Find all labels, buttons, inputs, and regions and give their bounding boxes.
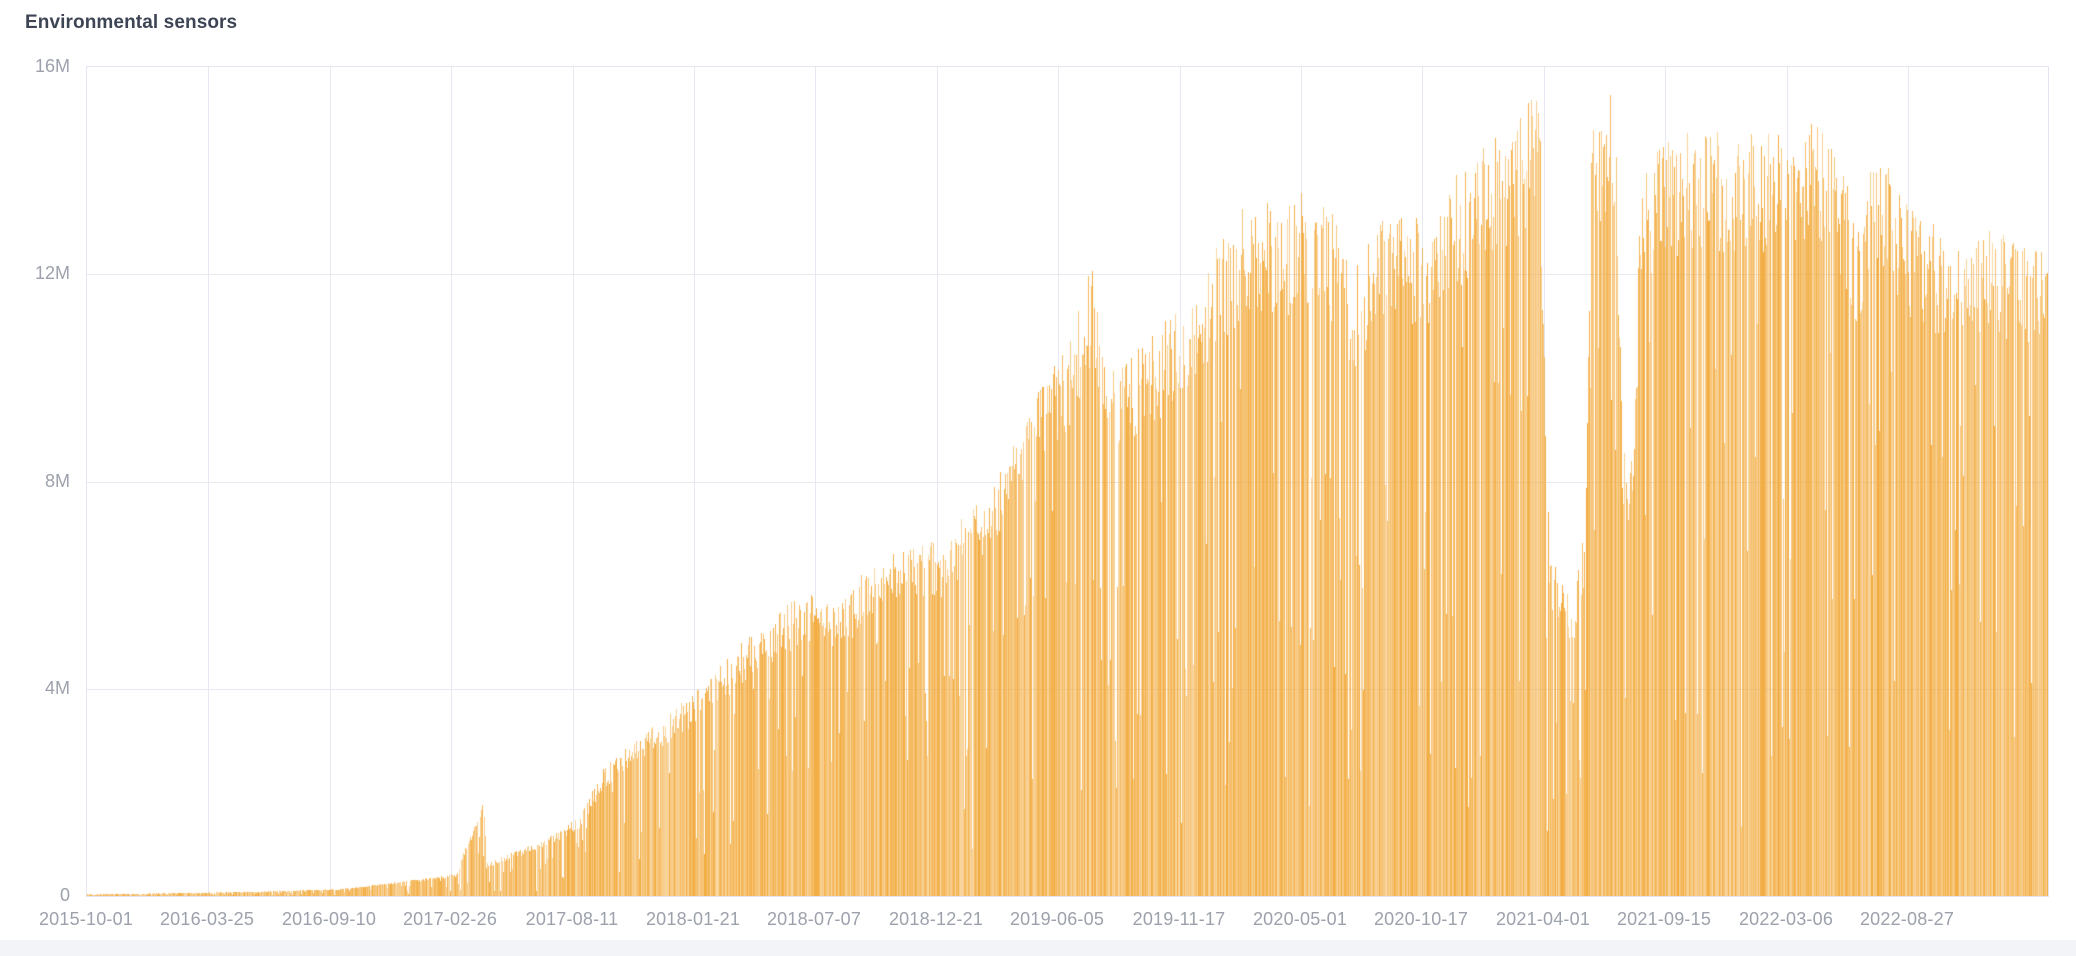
x-tick-label: 2022-03-06 xyxy=(1738,909,1834,929)
x-tick-label: 2017-02-26 xyxy=(402,909,498,929)
x-tick-label: 2017-08-11 xyxy=(525,909,619,929)
y-tick-label: 0 xyxy=(59,885,70,905)
y-tick-label: 16M xyxy=(34,56,70,76)
x-tick-label: 2021-09-15 xyxy=(1616,909,1712,929)
x-tick-label: 2021-04-01 xyxy=(1495,909,1591,929)
y-tick-label: 8M xyxy=(44,471,70,491)
x-tick-label: 2018-07-07 xyxy=(766,909,862,929)
y-tick-label: 4M xyxy=(44,678,70,698)
x-tick-label: 2015-10-01 xyxy=(38,909,134,929)
x-tick-label: 2020-05-01 xyxy=(1252,909,1348,929)
panel-title: Environmental sensors xyxy=(25,12,238,33)
x-tick-label: 2018-01-21 xyxy=(645,909,741,929)
x-tick-label: 2022-08-27 xyxy=(1859,909,1955,929)
x-tick-label: 2018-12-21 xyxy=(888,909,984,929)
panel-bottom-strip xyxy=(0,940,2076,956)
x-tick-label: 2016-03-25 xyxy=(159,909,255,929)
x-tick-label: 2016-09-10 xyxy=(281,909,377,929)
bar-series-canvas xyxy=(87,67,2048,896)
x-tick-label: 2019-06-05 xyxy=(1009,909,1105,929)
x-tick-label: 2020-10-17 xyxy=(1373,909,1469,929)
y-tick-label: 12M xyxy=(34,263,70,283)
plot-area[interactable] xyxy=(86,66,2049,897)
x-tick-label: 2019-11-17 xyxy=(1132,909,1226,929)
